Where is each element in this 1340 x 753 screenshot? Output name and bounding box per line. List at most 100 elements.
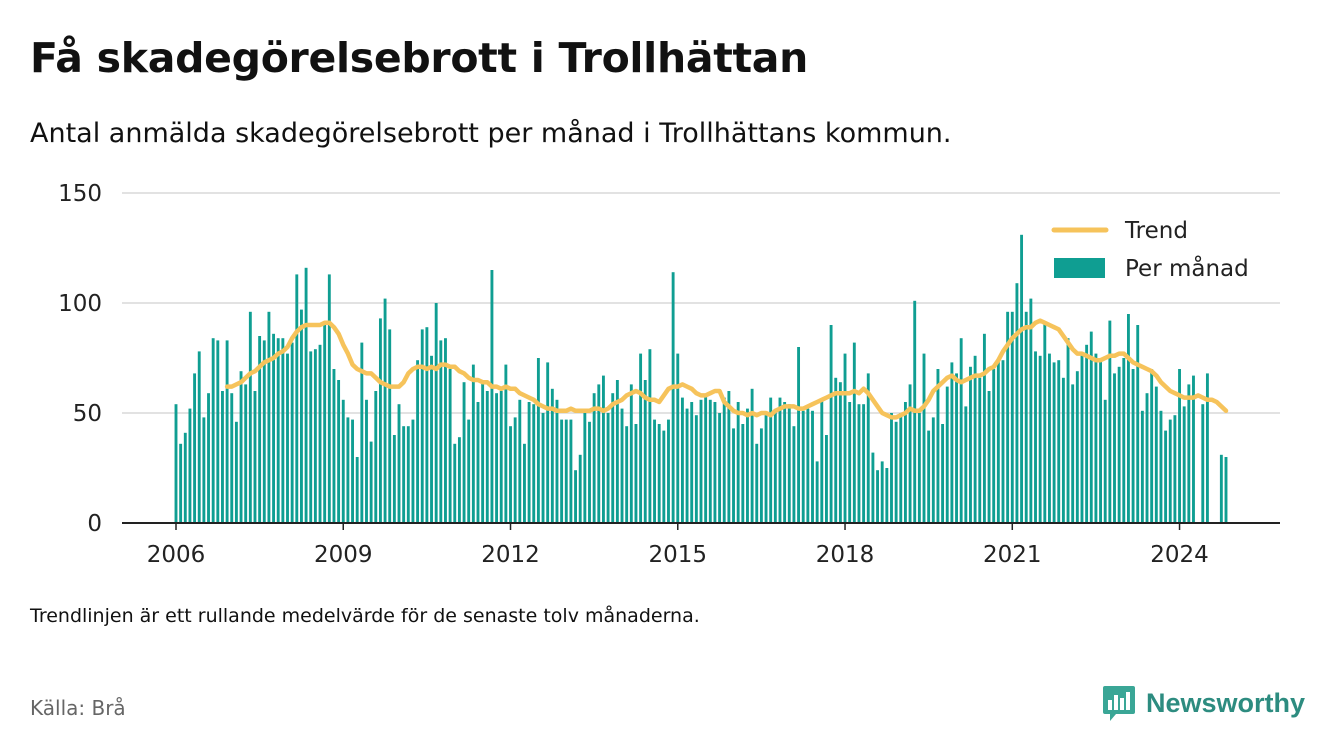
bar-month [1154, 386, 1158, 523]
bar-month [499, 391, 503, 523]
bar-month [694, 415, 698, 523]
bar-month [221, 391, 224, 523]
bar-month [527, 402, 531, 523]
bar-month [490, 270, 494, 523]
bar-month [300, 309, 303, 523]
bar-month [592, 393, 596, 523]
bar-month [1024, 311, 1028, 523]
bar-month [179, 443, 183, 523]
bar-month [313, 349, 317, 523]
bar-month [476, 402, 480, 523]
bar-month [1182, 406, 1186, 523]
bar-month [941, 424, 945, 523]
bar-month [857, 404, 861, 523]
bar-month [1122, 358, 1126, 523]
bar-month [309, 351, 313, 523]
bar-month [471, 364, 475, 523]
bar-month [174, 404, 178, 523]
bar-month [262, 340, 266, 523]
newsworthy-logo[interactable]: Newsworthy [1102, 684, 1305, 722]
bar-month [588, 421, 591, 523]
brand-name: Newsworthy [1146, 687, 1306, 718]
bar-month [1099, 360, 1102, 523]
bar-month [620, 408, 624, 523]
bar-month [852, 342, 856, 523]
bar-month [1066, 338, 1070, 523]
legend-bar-swatch [1054, 258, 1105, 278]
bar-month [207, 393, 210, 523]
bar-month [430, 355, 433, 523]
bar-month [671, 272, 675, 523]
bar-month [495, 393, 499, 523]
x-axis: 2006 2009 2012 2015 2018 2021 2024 [122, 522, 1280, 568]
bar-month [448, 369, 452, 523]
bar-month [801, 410, 805, 523]
trend-line [224, 318, 1229, 420]
bar-month [434, 303, 438, 523]
bar-month [1043, 322, 1047, 523]
bar-month [945, 386, 949, 523]
bar-month [1224, 457, 1228, 523]
bar-month [755, 443, 759, 523]
y-tick-label: 0 [87, 511, 102, 537]
bar-month [667, 419, 670, 523]
bar-month [1108, 320, 1112, 523]
bar-month [899, 413, 903, 523]
bar-month [1201, 404, 1205, 523]
bar-month [272, 333, 276, 523]
bar-month [337, 380, 341, 523]
x-tick-label: 2024 [1150, 542, 1209, 568]
bar-month [773, 410, 777, 523]
bar-month [1001, 360, 1005, 523]
source-label: Källa: Brå [30, 696, 126, 720]
bar-month [295, 274, 299, 523]
bar-month [197, 351, 201, 523]
bar-month [388, 329, 392, 523]
bar-month [690, 402, 694, 523]
bar-month [601, 375, 605, 523]
bar-month [704, 395, 708, 523]
bar-month [183, 432, 187, 523]
bar-month [513, 417, 517, 523]
bar-month [634, 424, 638, 523]
bar-month [397, 404, 401, 523]
bar-month [457, 437, 461, 523]
bar-month [509, 426, 512, 523]
bar-month [346, 417, 350, 523]
bar-month [741, 424, 745, 523]
bar-month [1061, 377, 1065, 523]
bar-month [425, 327, 429, 523]
bar-month [903, 402, 907, 523]
bar-month [1168, 419, 1172, 523]
legend-bar-label: Per månad [1125, 254, 1249, 282]
bar-month [931, 417, 935, 523]
bar-month [267, 311, 271, 523]
bar-month [365, 399, 368, 523]
bar-month [885, 468, 889, 523]
bar-month [453, 443, 457, 523]
bar-month [750, 388, 754, 523]
chart-plot: 0 50 100 150 2006 2009 2012 2015 2018 2021 2024 T… [58, 181, 1280, 568]
bar-month [615, 380, 619, 523]
bar-month [1103, 399, 1107, 523]
bar-month [541, 413, 545, 523]
bar-month [815, 461, 819, 523]
bar-month [662, 430, 666, 523]
bar-month [973, 355, 977, 523]
y-tick-label: 100 [58, 291, 102, 317]
bar-month [1145, 393, 1149, 523]
bar-month [871, 452, 875, 523]
bar-month [792, 426, 796, 523]
bar-month [374, 391, 378, 523]
bar-month [1173, 415, 1177, 523]
bar-month [211, 338, 215, 523]
bar-month [550, 388, 554, 523]
bar-month [286, 353, 289, 523]
bar-month [1052, 362, 1056, 523]
bar-month [843, 353, 847, 523]
bar-month [908, 384, 912, 523]
bar-month [699, 399, 703, 523]
bar-month [1080, 353, 1084, 523]
bar-month [444, 338, 447, 523]
bar-month [318, 344, 322, 523]
